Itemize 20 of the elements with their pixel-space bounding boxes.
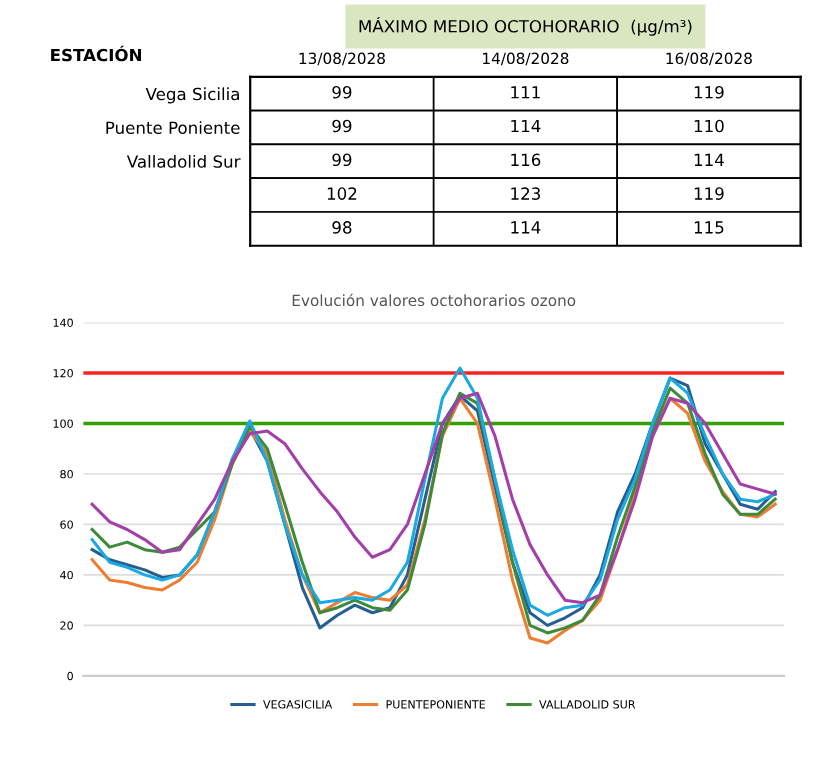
y-tick-label: Vega Sicilia [145, 87, 239, 104]
data-label: 114 [511, 119, 541, 133]
data-label: 98 [332, 221, 352, 234]
data-label: 119 [694, 85, 724, 99]
y-tick-label: Puente Poniente [106, 121, 240, 135]
data-label: 123 [511, 187, 540, 200]
data-label: 99 [332, 119, 352, 133]
y-axis-title: ESTACIÓN [51, 45, 141, 62]
data-label: 115 [694, 221, 724, 234]
chart-title: MÁXIMO MEDIO OCTOHORARIO (µg/m³) [359, 16, 692, 36]
data-label: 116 [511, 153, 541, 167]
data-label: 114 [694, 153, 724, 166]
data-label: 99 [332, 153, 352, 167]
y-tick-label: Valladolid Sur [126, 154, 241, 168]
data-label: 119 [694, 187, 724, 200]
data-label: 99 [332, 85, 352, 99]
data-label: 111 [511, 86, 540, 99]
data-label: 110 [694, 119, 724, 133]
data-label: 114 [511, 221, 541, 234]
data-label: 102 [327, 187, 357, 200]
